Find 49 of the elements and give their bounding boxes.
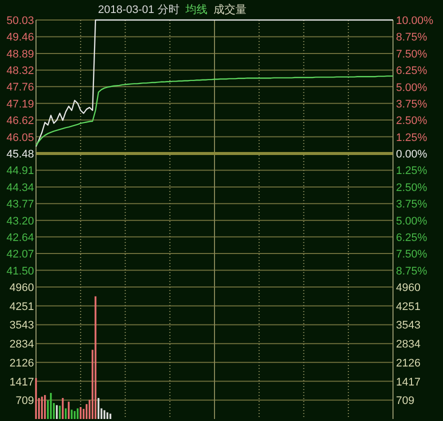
- y-tick-label: 42.07: [6, 248, 34, 261]
- y-tick-label: 48.89: [6, 48, 34, 60]
- y2-tick-label: 7.50%: [396, 248, 428, 261]
- text: 成交量: [213, 3, 246, 16]
- y2-tick-label: 8.75%: [396, 265, 428, 278]
- y-tick-label: 2126: [10, 357, 34, 370]
- y2-tick-label: 2.50%: [396, 115, 428, 128]
- y2-tick-label: 7.50%: [396, 48, 428, 60]
- y2-tick-label: 5.00%: [396, 215, 428, 228]
- y2-tick-label: 1.25%: [396, 165, 428, 178]
- y-tick-label: 46.62: [6, 115, 34, 128]
- y2-tick-label: 2126: [396, 357, 420, 370]
- y2-tick-label: 2834: [396, 338, 420, 351]
- y-tick-label: 44.91: [6, 165, 34, 178]
- y2-tick-label: 4960: [396, 282, 420, 294]
- y2-tick-label: 709: [396, 395, 414, 408]
- y-tick-label: 43.20: [6, 215, 34, 228]
- y-tick-label: 42.64: [6, 232, 34, 244]
- y2-tick-label: 3.75%: [396, 98, 428, 110]
- y-tick-label: 709: [16, 395, 34, 408]
- y2-tick-label: 8.75%: [396, 32, 428, 44]
- y2-tick-label: 2.50%: [396, 182, 428, 194]
- y-tick-label: 3543: [10, 320, 34, 332]
- y2-tick-label: 4251: [396, 300, 420, 313]
- y-tick-label: 44.34: [6, 182, 34, 194]
- y-tick-label: 47.76: [6, 82, 34, 94]
- y-tick-label: 45.48: [6, 148, 34, 160]
- y-tick-label: 4251: [10, 300, 34, 313]
- y-tick-label: 48.32: [6, 65, 34, 78]
- y2-tick-label: 6.25%: [396, 232, 428, 244]
- y2-tick-label: 0.00%: [396, 148, 428, 160]
- y2-tick-label: 1.25%: [396, 132, 428, 144]
- y2-tick-label: 1417: [396, 376, 420, 388]
- y-tick-label: 43.77: [6, 198, 34, 211]
- y-tick-label: 2834: [10, 338, 34, 351]
- y-tick-label: 49.46: [6, 32, 34, 44]
- y-tick-label: 4960: [10, 282, 34, 294]
- y2-tick-label: 6.25%: [396, 65, 428, 78]
- y2-tick-label: 3543: [396, 320, 420, 332]
- y-tick-label: 47.19: [6, 98, 34, 110]
- y2-tick-label: 5.00%: [396, 82, 428, 94]
- y-tick-label: 46.05: [6, 132, 34, 144]
- chart-title: 2018-03-01 分时: [98, 3, 180, 16]
- text: 均线: [184, 3, 208, 16]
- y-tick-label: 41.50: [6, 265, 34, 278]
- y2-tick-label: 3.75%: [396, 198, 428, 211]
- y2-tick-label: 10.00%: [396, 15, 434, 27]
- y-tick-label: 50.03: [6, 15, 34, 27]
- y-tick-label: 1417: [10, 376, 34, 388]
